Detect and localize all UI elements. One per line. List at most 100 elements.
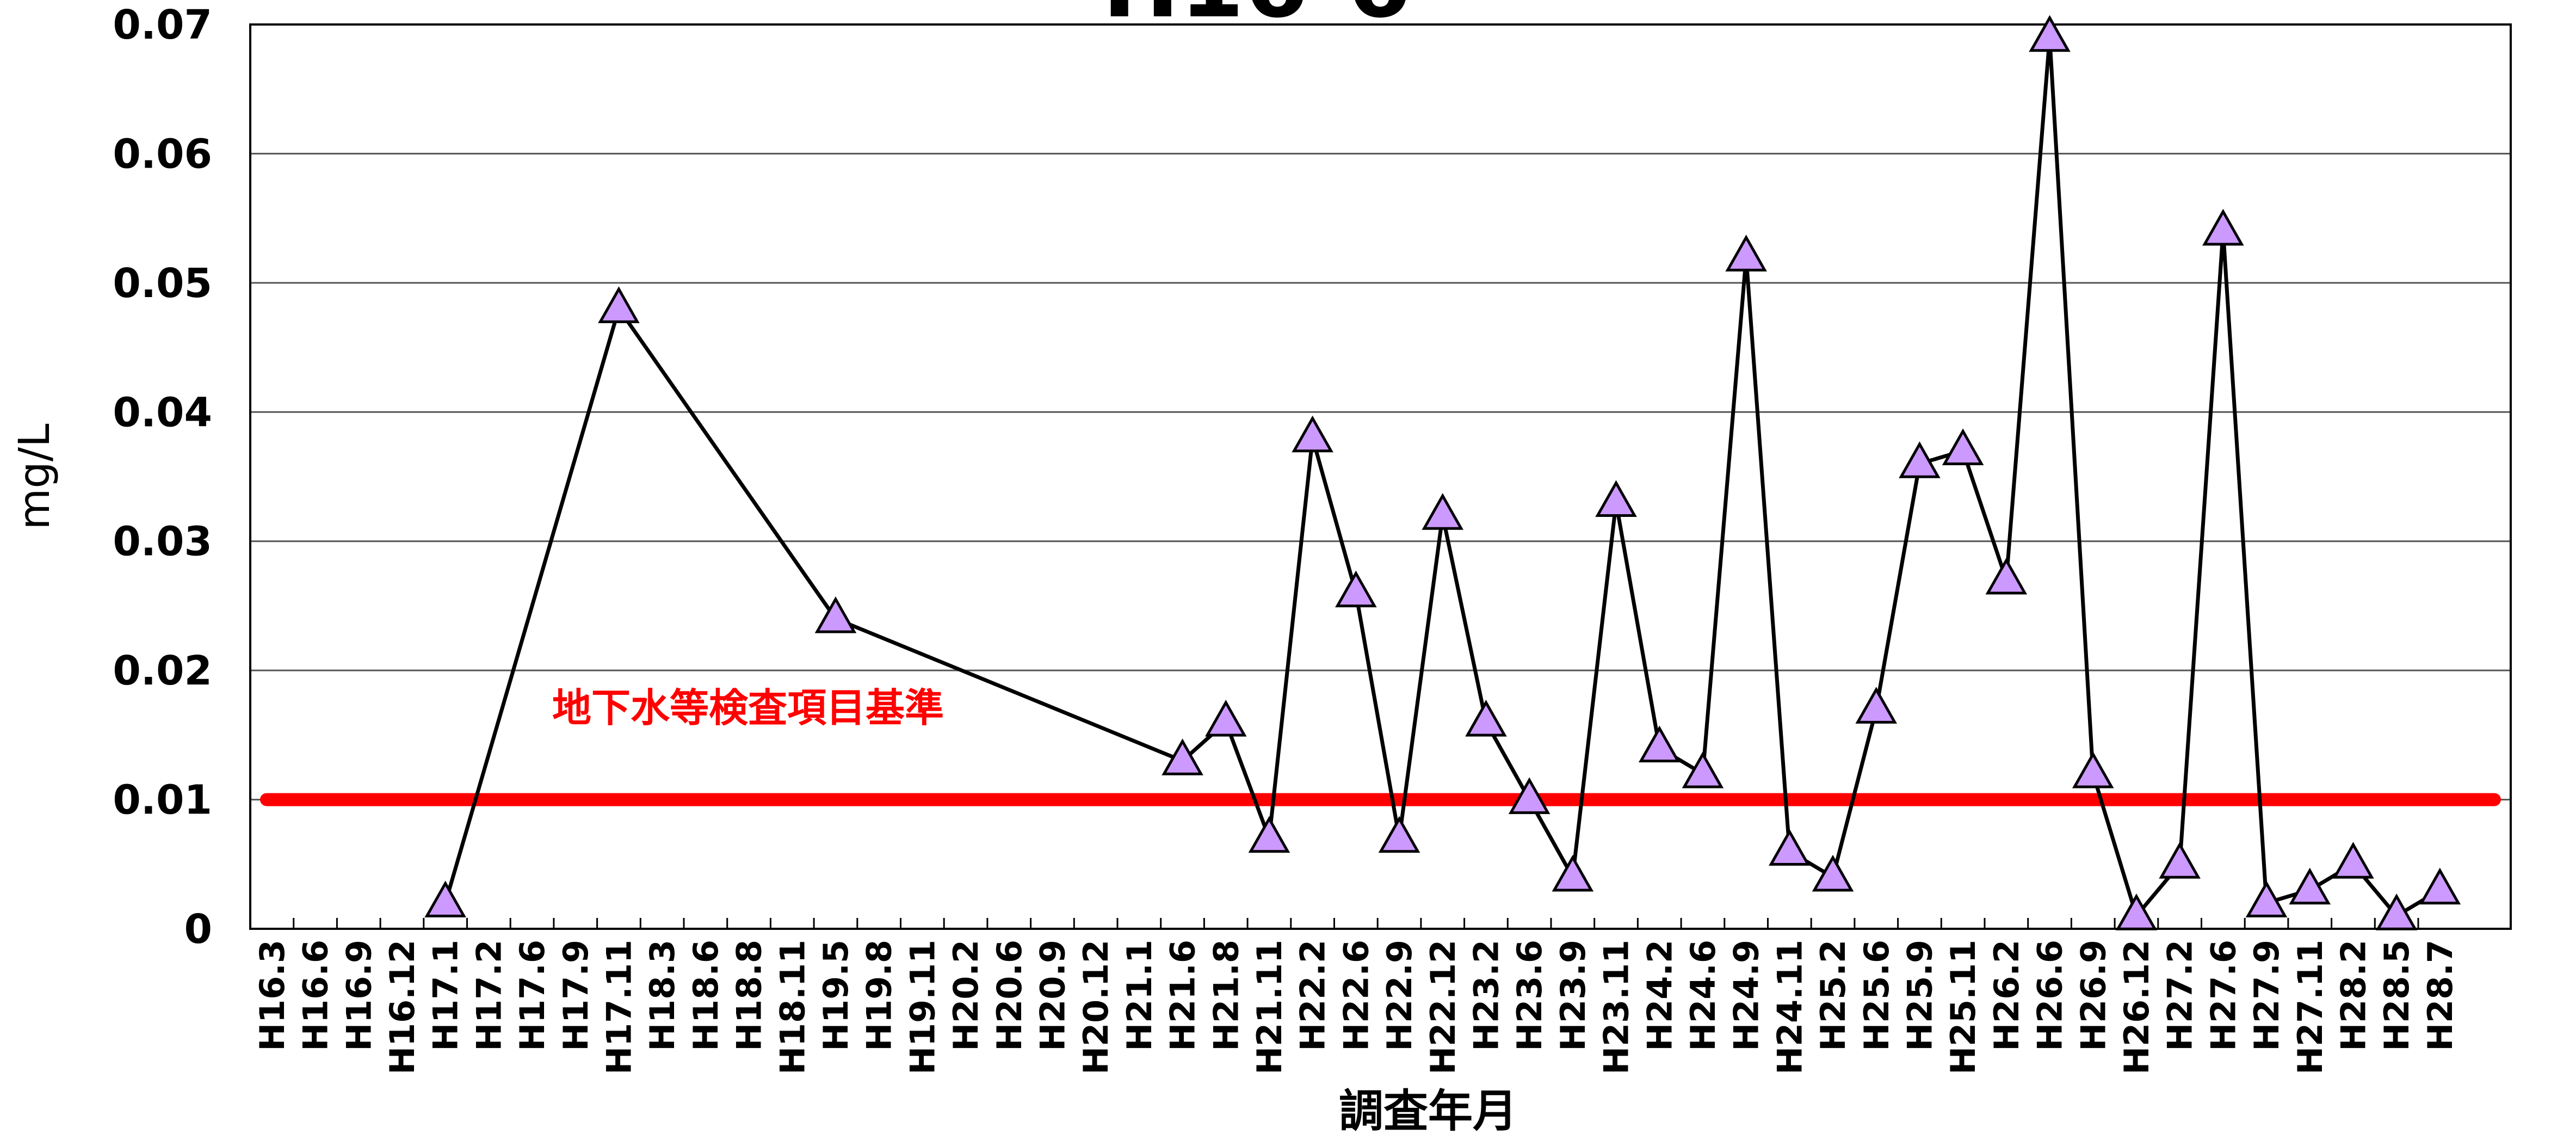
x-tick-label: H23.6 xyxy=(1510,940,1549,1051)
data-point-marker xyxy=(1638,725,1681,763)
x-tick-label: H20.6 xyxy=(990,940,1029,1051)
y-tick-label: 0.06 xyxy=(113,131,212,177)
x-tick-label: H17.6 xyxy=(512,940,552,1051)
series-line xyxy=(443,37,2441,920)
data-point-marker xyxy=(1465,700,1507,737)
data-point-marker xyxy=(1378,816,1420,853)
data-point-marker xyxy=(1682,751,1724,788)
x-tick-label: H23.2 xyxy=(1466,940,1506,1051)
x-tick-label: H23.11 xyxy=(1597,940,1636,1075)
chart-title: H16-6 xyxy=(1102,0,1411,39)
data-point-marker xyxy=(2202,208,2244,246)
x-tick-label: H23.9 xyxy=(1553,940,1593,1051)
data-point-marker xyxy=(814,596,857,633)
x-tick-label: H16.6 xyxy=(296,940,336,1051)
data-point-marker xyxy=(1335,570,1377,608)
data-point-marker xyxy=(1508,777,1550,815)
x-tick-label: H27.9 xyxy=(2247,940,2287,1051)
x-tick-label: H27.2 xyxy=(2160,940,2200,1051)
y-tick-label: 0.03 xyxy=(113,519,212,565)
data-point-marker xyxy=(1899,441,1941,478)
y-axis-ticks: 0 0.01 0.02 0.03 0.04 0.05 0.06 0.07 xyxy=(113,2,212,953)
data-point-marker xyxy=(1292,415,1333,453)
x-tick-label: H17.11 xyxy=(599,940,639,1075)
x-tick-label: H17.1 xyxy=(426,940,466,1051)
x-tick-label: H24.2 xyxy=(1640,940,1679,1051)
x-tick-label: H20.9 xyxy=(1033,940,1072,1051)
x-axis-title: 調査年月 xyxy=(1339,1086,1517,1137)
y-tick-label: 0.01 xyxy=(113,777,212,824)
x-tick-label: H25.2 xyxy=(1813,940,1853,1051)
data-point-marker xyxy=(2159,842,2201,879)
data-point-marker xyxy=(2332,842,2374,879)
title-layer: H16-6 xyxy=(1102,0,1411,39)
x-tick-label: H26.9 xyxy=(2073,940,2113,1051)
reference-line-label: 地下水等検査項目基準 xyxy=(552,685,944,731)
reference-line-layer: 地下水等検査項目基準 xyxy=(260,685,2501,806)
x-tick-label: H24.9 xyxy=(1727,940,1766,1051)
data-point-marker xyxy=(1985,557,2028,595)
data-point-marker xyxy=(2029,15,2071,52)
x-tick-label: H26.2 xyxy=(1987,940,2027,1051)
y-axis-title: mg/L xyxy=(10,423,59,530)
x-tick-label: H25.11 xyxy=(1943,940,1983,1075)
x-tick-label: H22.6 xyxy=(1336,940,1376,1051)
x-tick-label: H26.6 xyxy=(2030,940,2070,1051)
data-point-marker xyxy=(1725,235,1767,272)
x-tick-label: H24.6 xyxy=(1683,940,1723,1051)
x-tick-label: H17.9 xyxy=(556,940,596,1051)
x-tick-label: H18.8 xyxy=(730,940,769,1051)
x-tick-label: H27.11 xyxy=(2290,940,2330,1075)
x-tick-label: H28.5 xyxy=(2377,940,2417,1051)
data-point-marker xyxy=(2072,751,2114,788)
data-point-marker xyxy=(1552,854,1594,892)
x-tick-label: H27.6 xyxy=(2203,940,2243,1051)
x-tick-label: H28.2 xyxy=(2333,940,2373,1051)
data-point-marker xyxy=(1769,829,1811,866)
x-tick-label: H22.12 xyxy=(1423,940,1463,1075)
data-point-marker xyxy=(2419,867,2461,905)
x-tick-label: H18.11 xyxy=(773,940,812,1075)
y-tick-label: 0 xyxy=(184,906,213,953)
x-tick-label: H21.6 xyxy=(1163,940,1203,1051)
x-tick-label: H17.2 xyxy=(469,940,509,1051)
x-tick-label: H20.2 xyxy=(946,940,986,1051)
x-tick-label: H18.6 xyxy=(686,940,726,1051)
x-tick-label: H21.1 xyxy=(1120,940,1159,1051)
x-tick-label: H16.12 xyxy=(382,940,422,1075)
x-tick-label: H25.9 xyxy=(1900,940,1939,1051)
y-tick-label: 0.05 xyxy=(113,260,212,307)
data-point-marker xyxy=(1595,480,1637,517)
data-point-marker xyxy=(1855,687,1898,724)
data-point-marker xyxy=(2289,867,2331,905)
data-point-marker xyxy=(1942,428,1984,466)
y-tick-label: 0.04 xyxy=(113,389,212,436)
data-point-marker xyxy=(1812,854,1854,892)
x-tick-label: H19.11 xyxy=(903,940,942,1075)
x-tick-label: H18.3 xyxy=(643,940,682,1051)
x-tick-label: H21.11 xyxy=(1250,940,1289,1075)
x-axis-ticks: H16.3 H16.6 H16.9 H16.12 H17.1 H17.2 H17.6 H17.… xyxy=(249,918,2460,1075)
data-point-marker xyxy=(2115,893,2158,930)
x-tick-label: H16.9 xyxy=(339,940,379,1051)
x-tick-label: H22.2 xyxy=(1293,940,1333,1051)
data-point-marker xyxy=(1248,816,1290,853)
x-tick-label: H28.7 xyxy=(2420,940,2460,1051)
x-tick-label: H19.8 xyxy=(860,940,899,1051)
x-tick-label: H16.3 xyxy=(252,940,292,1051)
data-point-marker xyxy=(1162,738,1203,775)
x-tick-label: H26.12 xyxy=(2117,940,2157,1075)
x-tick-label: H21.8 xyxy=(1206,940,1246,1051)
data-point-marker xyxy=(1422,493,1464,530)
x-tick-label: H24.11 xyxy=(1770,940,1809,1075)
data-point-marker xyxy=(2375,893,2418,930)
plot-border xyxy=(249,23,2512,930)
data-point-marker xyxy=(1204,700,1247,737)
axis-labels: mg/L 調査年月 xyxy=(10,423,1517,1137)
data-point-marker xyxy=(424,880,466,918)
y-tick-label: 0.07 xyxy=(113,2,212,48)
x-tick-label: H19.5 xyxy=(816,940,856,1051)
x-tick-label: H20.12 xyxy=(1076,940,1116,1075)
y-tick-label: 0.02 xyxy=(113,647,212,694)
